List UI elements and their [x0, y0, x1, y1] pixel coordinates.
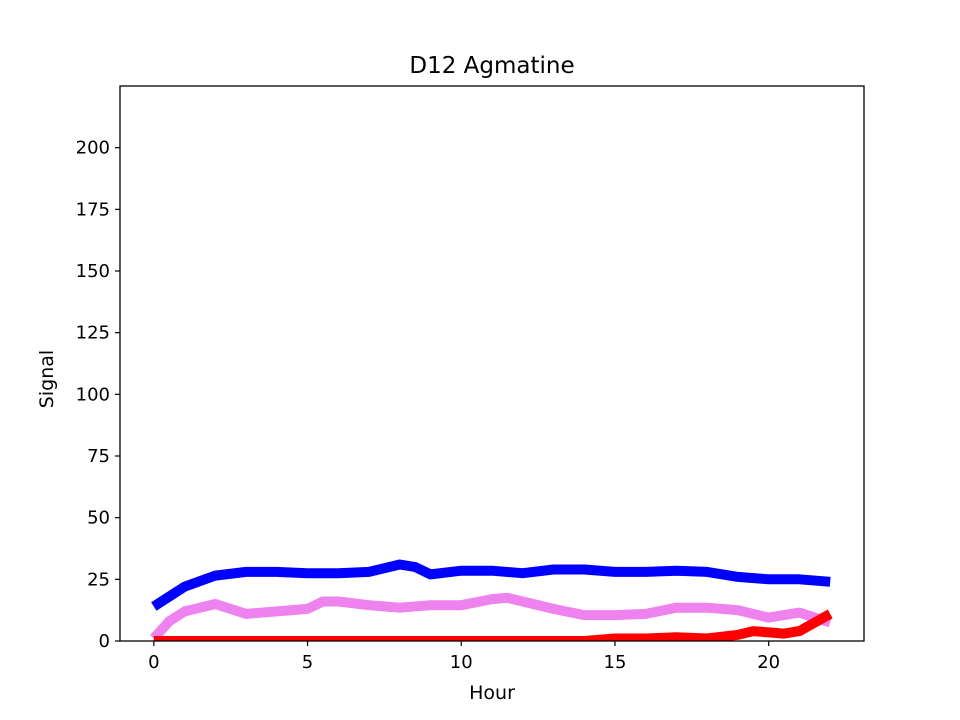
y-tick-label: 75	[87, 446, 110, 467]
y-tick-label: 100	[76, 384, 110, 405]
plot-frame	[119, 85, 865, 642]
lines-layer	[150, 559, 833, 641]
x-axis-label: Hour	[469, 682, 515, 704]
series-line-2	[150, 592, 832, 641]
chart-title: D12 Agmatine	[409, 53, 574, 79]
series-line-3	[153, 609, 833, 641]
x-tick-label: 10	[450, 652, 473, 673]
series-line-1	[151, 559, 831, 611]
x-tick-label: 15	[604, 652, 627, 673]
x-axis-ticks: 0 5 10 15 20	[148, 641, 780, 673]
x-tick-label: 20	[757, 652, 780, 673]
y-axis-ticks: 0 25 50 75 100 125 150 175 200	[76, 138, 120, 652]
y-tick-label: 150	[76, 261, 110, 282]
y-tick-label: 25	[87, 569, 110, 590]
y-axis-label: Signal	[36, 350, 58, 408]
y-tick-label: 0	[99, 631, 110, 652]
y-tick-label: 200	[76, 138, 110, 159]
x-tick-label: 5	[302, 652, 313, 673]
y-tick-label: 175	[76, 199, 110, 220]
x-tick-label: 0	[148, 652, 159, 673]
y-tick-label: 50	[87, 508, 110, 529]
plot-area: 0 5 10 15 20 0 25 50 75 100 125 150 175 200	[76, 85, 865, 673]
y-tick-label: 125	[76, 323, 110, 344]
